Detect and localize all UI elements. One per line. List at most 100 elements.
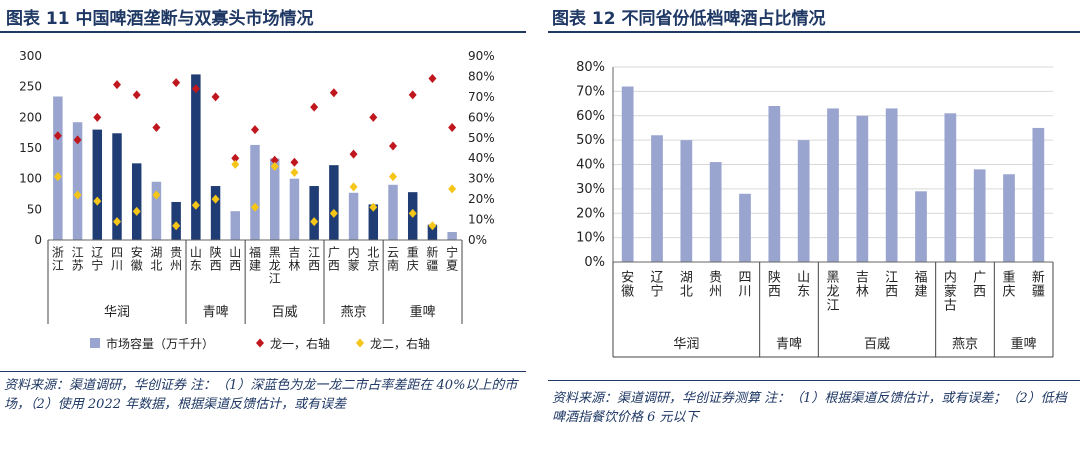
- leader2-marker: [231, 159, 240, 169]
- group-label: 百威: [864, 337, 890, 352]
- bar: [112, 133, 122, 240]
- bar: [250, 144, 260, 240]
- bar: [651, 135, 663, 262]
- legend-bar-swatch: [90, 338, 100, 348]
- leader2-marker: [408, 208, 417, 218]
- leader2-marker: [113, 217, 121, 227]
- leader2-marker: [211, 194, 220, 204]
- leader1-marker: [172, 78, 181, 88]
- leader2-marker: [152, 190, 161, 200]
- bar: [709, 162, 722, 262]
- leader1-marker: [191, 84, 200, 94]
- leader1-marker: [113, 80, 121, 90]
- leader1-marker: [73, 135, 82, 145]
- bar: [191, 74, 201, 241]
- bar: [151, 181, 162, 240]
- legend-leader2-label: 龙二，右轴: [370, 336, 430, 351]
- bar: [348, 192, 359, 240]
- left-y-tick-label: 200: [19, 110, 42, 124]
- left-title-rule: [0, 31, 526, 33]
- leader1-marker: [349, 149, 358, 159]
- bar: [230, 211, 241, 240]
- leader1-marker: [310, 102, 319, 112]
- group-label: 燕京: [341, 305, 367, 320]
- leader2-marker: [132, 206, 141, 216]
- bar: [827, 108, 839, 262]
- bar: [329, 165, 339, 240]
- leader1-marker: [132, 90, 141, 100]
- bar: [427, 224, 438, 240]
- right-y-tick-label: 40%: [468, 151, 495, 165]
- group-label: 青啤: [776, 337, 802, 352]
- x-tick-label: 贵州: [709, 270, 722, 299]
- left-chart: 0 50 100 150 200 250 300 0% 10% 20% 30% 40% 50% 60% 70…: [19, 49, 495, 351]
- y-tick-label: 30%: [576, 182, 605, 197]
- x-tick-label: 吉林: [288, 246, 300, 273]
- group-label: 青啤: [203, 305, 229, 320]
- bar: [53, 96, 63, 240]
- x-tick-label: 宁夏: [446, 245, 458, 273]
- x-tick-label: 四川: [738, 270, 751, 299]
- right-chart-title: 图表 12 不同省份低档啤酒占比情况: [552, 9, 826, 29]
- x-tick-label: 江苏: [72, 246, 84, 273]
- left-source-rule: [0, 371, 526, 372]
- leader1-marker: [408, 90, 417, 100]
- leader1-marker: [329, 88, 338, 98]
- left-chart-title: 图表 11 中国啤酒垄断与双寡头市场情况: [6, 9, 314, 29]
- legend-bar-label: 市场容量（万千升）: [106, 336, 214, 351]
- left-y-tick-label: 300: [19, 49, 42, 63]
- bar: [944, 113, 957, 262]
- leader1-marker: [290, 157, 299, 167]
- bar: [973, 169, 986, 262]
- bar: [72, 122, 83, 240]
- x-tick-label: 黑龙江: [826, 270, 839, 313]
- x-tick-label: 山东: [190, 246, 202, 273]
- x-tick-label: 北京: [367, 246, 379, 273]
- legend-leader1-label: 龙一，右轴: [270, 336, 330, 351]
- bar: [368, 204, 379, 240]
- x-tick-label: 重庆: [1002, 269, 1015, 299]
- x-tick-label: 福建: [249, 245, 261, 273]
- group-label: 华润: [104, 305, 130, 320]
- leader1-marker: [152, 123, 161, 133]
- right-y-tick-label: 10%: [468, 213, 495, 227]
- x-tick-label: 福建: [914, 270, 927, 299]
- right-chart: 0% 10% 20% 30% 40% 50% 60% 70% 80% 安徽辽宁湖北贵州四川陕西山东…: [576, 60, 1054, 358]
- leader1-marker: [53, 131, 62, 141]
- leader2-marker: [369, 202, 378, 212]
- bar: [171, 201, 181, 240]
- y-tick-label: 20%: [576, 206, 605, 221]
- left-y-tick-label: 250: [19, 80, 42, 94]
- bar: [739, 193, 751, 262]
- bar: [92, 129, 103, 240]
- x-tick-label: 贵州: [170, 246, 182, 273]
- x-tick-label: 内蒙古: [944, 269, 957, 313]
- leader2-marker: [310, 217, 319, 227]
- bar: [621, 86, 634, 262]
- x-tick-label: 云南: [387, 246, 399, 273]
- y-tick-label: 70%: [576, 84, 605, 99]
- x-tick-label: 辽宁: [650, 270, 663, 299]
- leader2-marker: [428, 221, 437, 231]
- leader1-marker: [369, 112, 378, 122]
- x-tick-label: 湖北: [150, 245, 162, 273]
- leader1-marker: [211, 92, 220, 102]
- x-tick-label: 安徽: [621, 270, 634, 299]
- group-label: 燕京: [952, 337, 978, 352]
- x-tick-label: 广西: [973, 270, 986, 299]
- x-tick-label: 山西: [229, 246, 241, 273]
- left-y-tick-label: 100: [19, 172, 42, 186]
- bar: [289, 178, 300, 240]
- bar: [915, 191, 927, 262]
- right-y-tick-label: 90%: [468, 49, 495, 63]
- leader1-marker: [270, 155, 279, 165]
- bar: [131, 163, 142, 240]
- y-tick-label: 60%: [576, 109, 605, 124]
- leader2-marker: [448, 184, 457, 194]
- leader2-marker: [329, 208, 338, 218]
- leader2-marker: [73, 190, 82, 200]
- bar: [269, 158, 280, 240]
- right-source-note: 资料来源：渠道调研，华创证券测算 注：（1）根据渠道反馈估计，或有误差；（2）低…: [552, 391, 1067, 425]
- x-tick-label: 四川: [111, 246, 123, 273]
- leader2-marker: [251, 202, 259, 212]
